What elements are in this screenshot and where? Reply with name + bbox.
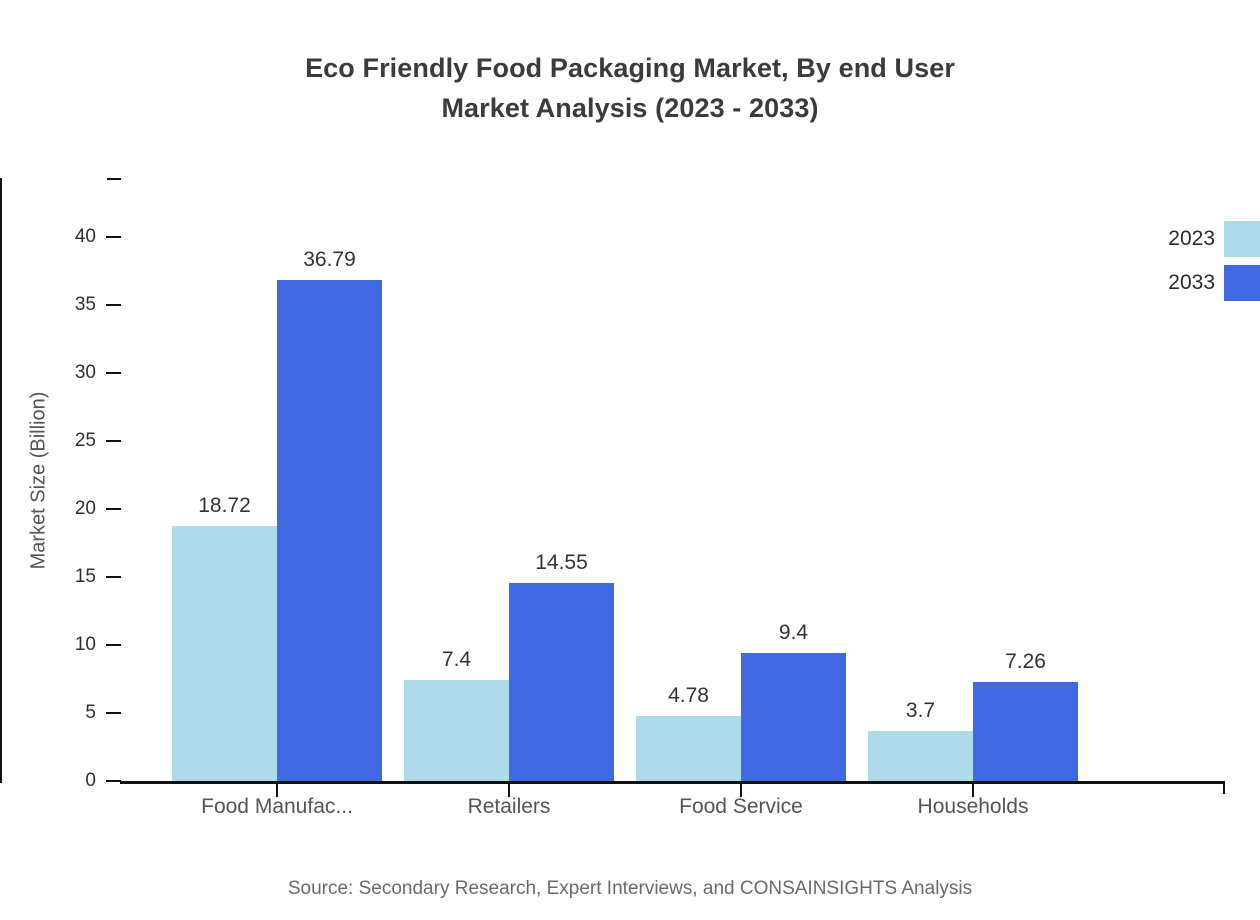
- y-axis-title: Market Size (Billion): [27, 391, 50, 570]
- bar-value-label: 4.78: [668, 683, 709, 707]
- y-axis-tick-label: 40: [74, 225, 96, 247]
- x-axis-category-label: Households: [917, 795, 1029, 818]
- bar-2033-3[interactable]: [741, 653, 846, 781]
- y-axis-tick: [106, 711, 121, 714]
- bar-2033-2[interactable]: [509, 582, 614, 781]
- y-axis-tick-label: 15: [74, 565, 96, 587]
- bar-value-label: 3.7: [905, 698, 936, 722]
- legend-item-2023[interactable]: 2023: [1135, 221, 1260, 257]
- x-axis-tick: [740, 783, 742, 797]
- y-axis-tick: [106, 303, 121, 306]
- chart-title: Eco Friendly Food Packaging Market, By e…: [0, 48, 1260, 128]
- bar-value-label: 18.72: [198, 494, 251, 518]
- bar-value-label: 7.4: [441, 648, 472, 672]
- y-axis-tick-label: 10: [74, 633, 96, 655]
- y-axis-tick: [106, 235, 121, 238]
- bar-2033-4[interactable]: [973, 682, 1078, 781]
- x-axis-category-label: Food Manufac...: [201, 795, 353, 818]
- chart-title-line-1: Eco Friendly Food Packaging Market, By e…: [305, 53, 955, 83]
- y-axis-tick-label: 0: [85, 770, 96, 791]
- x-axis-category-label: Food Service: [679, 795, 803, 818]
- bar-value-label: 7.26: [1005, 650, 1046, 674]
- bar-2033-1[interactable]: [277, 280, 382, 781]
- bar-2023-3[interactable]: [636, 715, 741, 781]
- bar-2023-2[interactable]: [404, 680, 509, 781]
- chart-legend: 2023 2033: [1135, 221, 1260, 313]
- source-note: Source: Secondary Research, Expert Inter…: [287, 878, 973, 899]
- bar-2023-4[interactable]: [868, 730, 973, 781]
- y-axis-line: [0, 178, 2, 783]
- y-axis-tick-label: 5: [85, 701, 96, 723]
- bar-value-label: 9.4: [778, 621, 809, 645]
- bar-value-label: 36.79: [303, 248, 356, 272]
- legend-label: 2023: [1168, 227, 1215, 250]
- y-axis-tick-label: 35: [74, 293, 96, 315]
- y-axis-tick: [106, 439, 121, 442]
- y-axis-tick: [106, 371, 121, 374]
- y-axis-tick: [106, 507, 121, 510]
- x-axis-tick: [276, 783, 278, 797]
- x-axis-tick: [972, 783, 974, 797]
- y-axis-tick: [106, 575, 121, 578]
- bar-2023-1[interactable]: [172, 526, 277, 781]
- y-axis-tick: [106, 643, 121, 646]
- x-axis-end-cap: [1223, 781, 1225, 794]
- y-axis-tick-label: 30: [74, 361, 96, 383]
- y-axis-tick-label: 20: [74, 497, 96, 519]
- plot-area: 18.72 36.79 7.4 14.55 4.78 9.4 3.7 7.26: [120, 178, 1225, 781]
- y-axis-tick: [106, 780, 121, 782]
- chart-title-line-2: Market Analysis (2023 - 2033): [441, 93, 819, 123]
- x-axis-line: [120, 781, 1225, 784]
- x-axis-tick: [508, 783, 510, 797]
- legend-color-swatch: [1224, 265, 1260, 301]
- legend-item-2033[interactable]: 2033: [1135, 265, 1260, 301]
- bar-value-label: 14.55: [535, 550, 588, 574]
- legend-color-swatch: [1224, 221, 1260, 257]
- y-axis-top-cap: [107, 178, 121, 180]
- y-axis-tick-label: 25: [74, 429, 96, 451]
- legend-label: 2033: [1168, 271, 1215, 294]
- x-axis-category-label: Retailers: [467, 795, 551, 818]
